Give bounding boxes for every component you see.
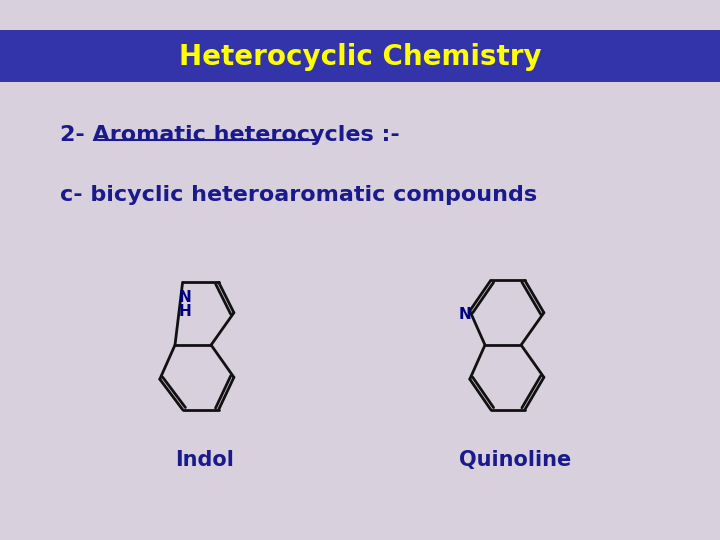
Text: Indol: Indol bbox=[176, 450, 235, 470]
Text: c- bicyclic heteroaromatic compounds: c- bicyclic heteroaromatic compounds bbox=[60, 185, 537, 205]
Text: N: N bbox=[179, 291, 191, 305]
Text: Heterocyclic Chemistry: Heterocyclic Chemistry bbox=[179, 43, 541, 71]
FancyBboxPatch shape bbox=[0, 30, 720, 82]
Text: H: H bbox=[179, 305, 191, 319]
Text: N: N bbox=[459, 307, 471, 322]
Text: 2- Aromatic heterocycles :-: 2- Aromatic heterocycles :- bbox=[60, 125, 400, 145]
Text: Quinoline: Quinoline bbox=[459, 450, 571, 470]
